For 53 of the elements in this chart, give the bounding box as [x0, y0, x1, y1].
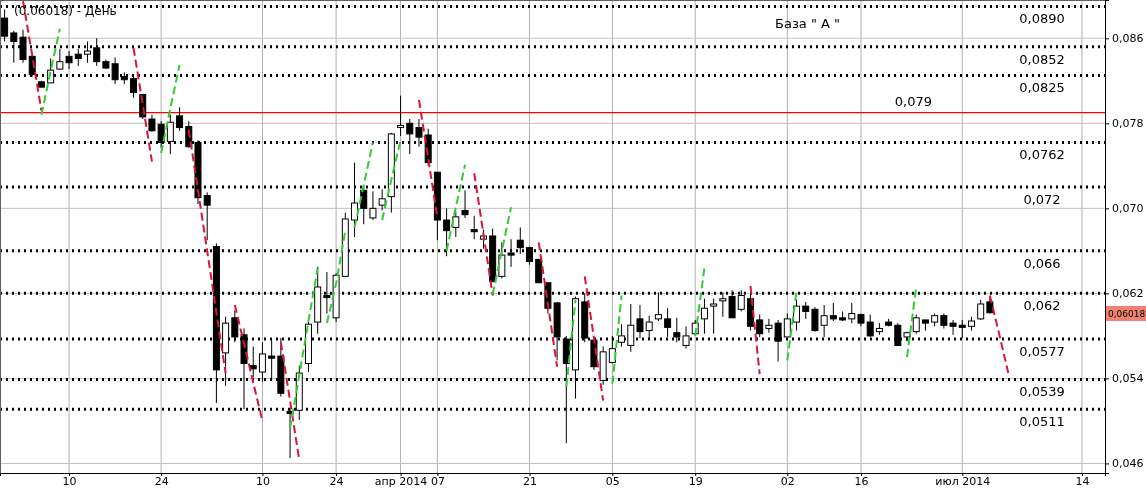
ref-line-label: 0,0539: [1019, 384, 1065, 400]
ref-line-label: 0,072: [1023, 192, 1061, 208]
candlestick: [958, 319, 966, 339]
y-tick-label: 0,078: [1112, 117, 1144, 131]
candlestick: [535, 258, 543, 284]
x-tick-label: 10: [255, 474, 270, 488]
ref-line-label: 0,0825: [1019, 80, 1065, 96]
ref-line-label: 0,0511: [1019, 414, 1065, 430]
candlestick: [756, 314, 764, 338]
candlestick: [203, 191, 211, 241]
y-tick-label: 0,046: [1112, 457, 1144, 471]
ref-line-label: 0,062: [1023, 298, 1061, 314]
candlestick: [793, 299, 801, 332]
candlestick: [829, 302, 837, 322]
y-tick-label: 0,086: [1112, 32, 1144, 46]
x-tick-label: 19: [688, 474, 703, 488]
y-tick-label: 0,062: [1112, 287, 1144, 301]
x-tick-label: 24: [154, 474, 169, 488]
x-tick-label: апр 2014: [374, 474, 428, 488]
candlestick: [848, 302, 856, 324]
ref-line-label: 0,0577: [1019, 344, 1065, 360]
x-tick-label: 24: [329, 474, 344, 488]
candlestick: [912, 314, 920, 335]
y-tick-label: 0,054: [1112, 372, 1144, 386]
ref-line-label: 0,0762: [1019, 147, 1065, 163]
candlestick: [1, 9, 9, 42]
ref-line-label: 0,066: [1023, 255, 1061, 271]
candlestick: [397, 95, 405, 137]
x-tick-label: 14: [1075, 474, 1090, 488]
chart-title: (0.06018) - День: [14, 4, 117, 18]
x-tick-label: 16: [854, 474, 869, 488]
ref-line-label: 0,0852: [1019, 51, 1065, 67]
candlestick: [470, 215, 478, 240]
x-tick-label: 21: [522, 474, 537, 488]
candlestick: [452, 211, 460, 238]
candlestick: [378, 188, 386, 211]
candlestick: [977, 299, 985, 321]
ref-line-label: 0,0890: [1019, 11, 1065, 27]
text: 0,06018: [1108, 309, 1146, 319]
x-tick-label: 10: [62, 474, 77, 488]
candlestick: [176, 106, 184, 132]
ref-line-label: 0,079: [894, 93, 932, 109]
candlestick: [710, 298, 718, 335]
x-tick-label: 05: [605, 474, 620, 488]
annotation: База " А ": [775, 16, 841, 31]
x-tick-label: 02: [780, 474, 795, 488]
candlestick: [369, 190, 377, 221]
candlestick: [700, 298, 708, 335]
y-tick-label: 0,070: [1112, 202, 1144, 216]
x-tick-label: июл 2014: [935, 474, 991, 488]
x-tick-label: 07: [430, 474, 445, 488]
candlestick: [461, 189, 469, 219]
candlestick: [636, 304, 644, 339]
